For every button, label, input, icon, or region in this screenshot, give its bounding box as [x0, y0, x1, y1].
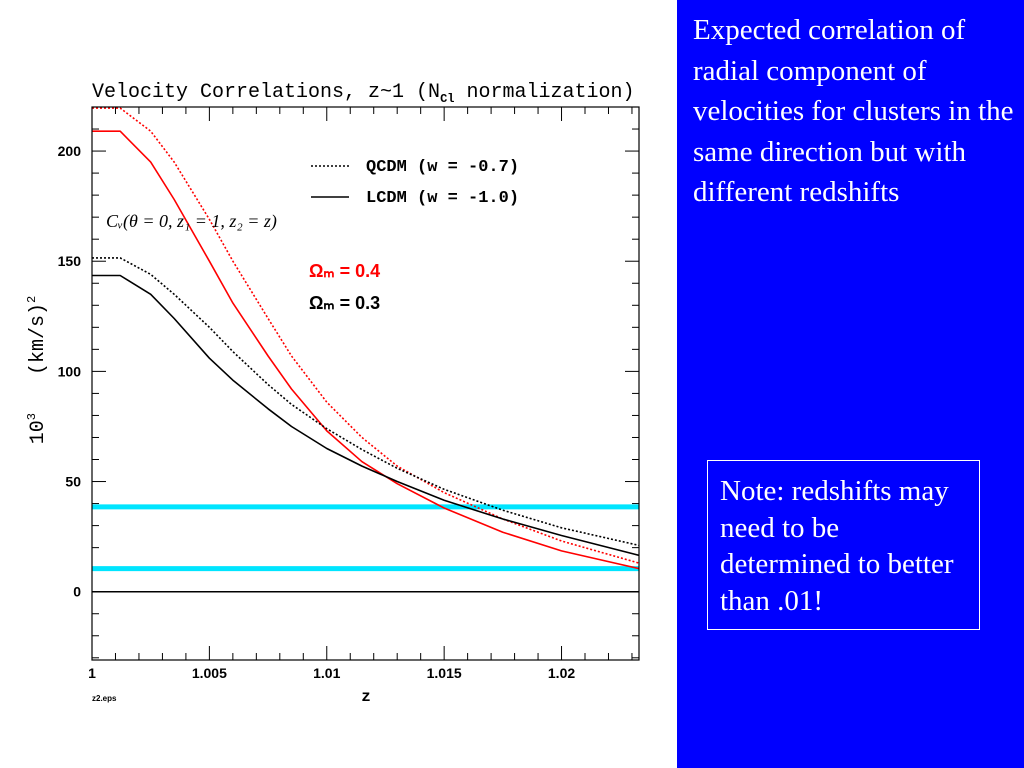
- y-tick-label: 200: [58, 143, 82, 159]
- omega-label-03: Ωₘ = 0.3: [309, 293, 380, 313]
- velocity-correlation-chart: Velocity Correlations, z~1 (NCl normaliz…: [25, 81, 640, 706]
- x-tick-label: 1.015: [427, 665, 462, 681]
- file-label: z2.eps: [92, 694, 117, 703]
- x-tick-label: 1.02: [548, 665, 575, 681]
- y-axis-label: 103 (km/s)2: [25, 296, 50, 444]
- reference-lines: [92, 504, 639, 593]
- y-tick-label: 100: [58, 363, 82, 379]
- series-layer: [92, 107, 639, 570]
- note-box: Note: redshifts may need to be determine…: [707, 460, 980, 630]
- series-line-red-solid: [92, 130, 639, 570]
- y-axis-label-prefix-sup: 3: [25, 413, 39, 420]
- legend-label-qcdm: QCDM (w = -0.7): [366, 158, 519, 177]
- series-line-black-solid: [92, 274, 639, 557]
- formula-annotation: Cᵥ(θ = 0, z₁ = 1, z₂ = z): [106, 211, 277, 232]
- axes-layer: 0 50 100 150 200 1 1.005 1.01 1.015 1.02: [58, 106, 639, 681]
- chart-title: Velocity Correlations, z~1 (NCl normaliz…: [92, 81, 635, 106]
- y-tick-label: 0: [73, 584, 81, 600]
- x-tick-label: 1.01: [313, 665, 340, 681]
- x-tick-label: 1.005: [192, 665, 227, 681]
- legend-label-lcdm: LCDM (w = -1.0): [366, 189, 519, 208]
- note-text: Note: redshifts may need to be determine…: [720, 475, 954, 617]
- side-description: Expected correlation of radial component…: [693, 14, 1014, 208]
- y-tick-label: 150: [58, 253, 82, 269]
- chart-title-main: Velocity Correlations, z~1 (N: [92, 81, 440, 104]
- chart-title-subscript: Cl: [440, 92, 454, 106]
- x-axis-label: z: [361, 688, 371, 706]
- y-axis-label-main-sup: 2: [25, 296, 39, 303]
- series-line-black-dotted: [92, 257, 639, 547]
- x-tick-label: 1: [88, 665, 96, 681]
- y-tick-label: 50: [65, 474, 81, 490]
- omega-label-04: Ωₘ = 0.4: [309, 261, 380, 281]
- plot-frame: [91, 106, 640, 661]
- side-panel: Expected correlation of radial component…: [677, 0, 1024, 768]
- plot-area: Velocity Correlations, z~1 (NCl normaliz…: [25, 81, 640, 706]
- y-axis-label-prefix: 10: [27, 420, 50, 444]
- chart-title-suffix: normalization): [454, 81, 634, 104]
- y-axis-label-main: (km/s): [27, 303, 50, 375]
- legend: QCDM (w = -0.7) LCDM (w = -1.0): [311, 158, 519, 208]
